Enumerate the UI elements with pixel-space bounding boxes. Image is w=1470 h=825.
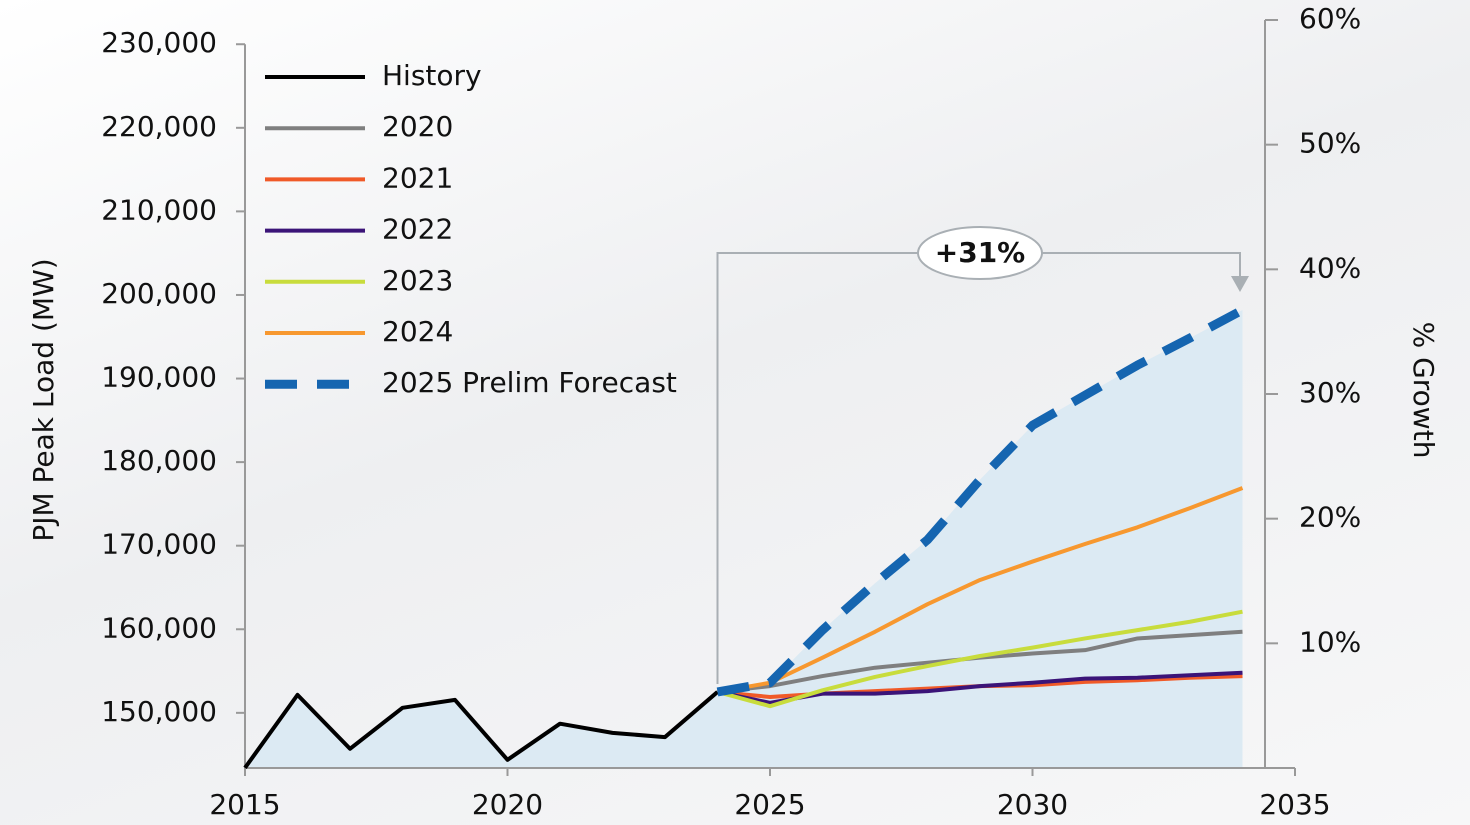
- annotation-arrow: [1231, 276, 1249, 292]
- y-tick-label: 150,000: [101, 695, 217, 728]
- y2-tick-label: 30%: [1299, 376, 1361, 409]
- legend-label: 2024: [382, 315, 453, 348]
- y-tick-label: 190,000: [101, 361, 217, 394]
- annotation: +31%: [935, 236, 1025, 269]
- line: [243, 690, 719, 770]
- y-tick-label: 200,000: [101, 277, 217, 310]
- x-tick-label: 2025: [734, 788, 805, 821]
- y2-tick-label: 10%: [1299, 625, 1361, 658]
- annotation-oval: [917, 226, 1043, 280]
- x-tick-label: 2020: [472, 788, 543, 821]
- legend-label: 2022: [382, 213, 453, 246]
- y2-tick-label: 60%: [1299, 2, 1361, 35]
- y-tick-label: 230,000: [101, 26, 217, 59]
- line: [717, 486, 1244, 694]
- y-axis-label: PJM Peak Load (MW): [27, 258, 60, 541]
- x-tick-label: 2030: [997, 788, 1068, 821]
- y-tick-label: 170,000: [101, 528, 217, 561]
- x-tick-label: 2035: [1259, 788, 1330, 821]
- y-tick-label: 160,000: [101, 611, 217, 644]
- y2-tick-label: 40%: [1299, 251, 1361, 284]
- legend-label: 2021: [382, 161, 453, 194]
- y2-tick-label: 20%: [1299, 501, 1361, 534]
- legend-label: 2023: [382, 264, 453, 297]
- line: [716, 609, 1243, 709]
- y2-tick-label: 50%: [1299, 127, 1361, 160]
- legend-label: 2020: [382, 110, 453, 143]
- y-tick-label: 220,000: [101, 110, 217, 143]
- legend-label: History: [382, 59, 482, 92]
- y-tick-label: 180,000: [101, 444, 217, 477]
- x-tick-label: 2015: [209, 788, 280, 821]
- y-tick-label: 210,000: [101, 193, 217, 226]
- y2-axis-label: % Growth: [1407, 322, 1440, 459]
- legend-label: 2025 Prelim Forecast: [382, 366, 677, 399]
